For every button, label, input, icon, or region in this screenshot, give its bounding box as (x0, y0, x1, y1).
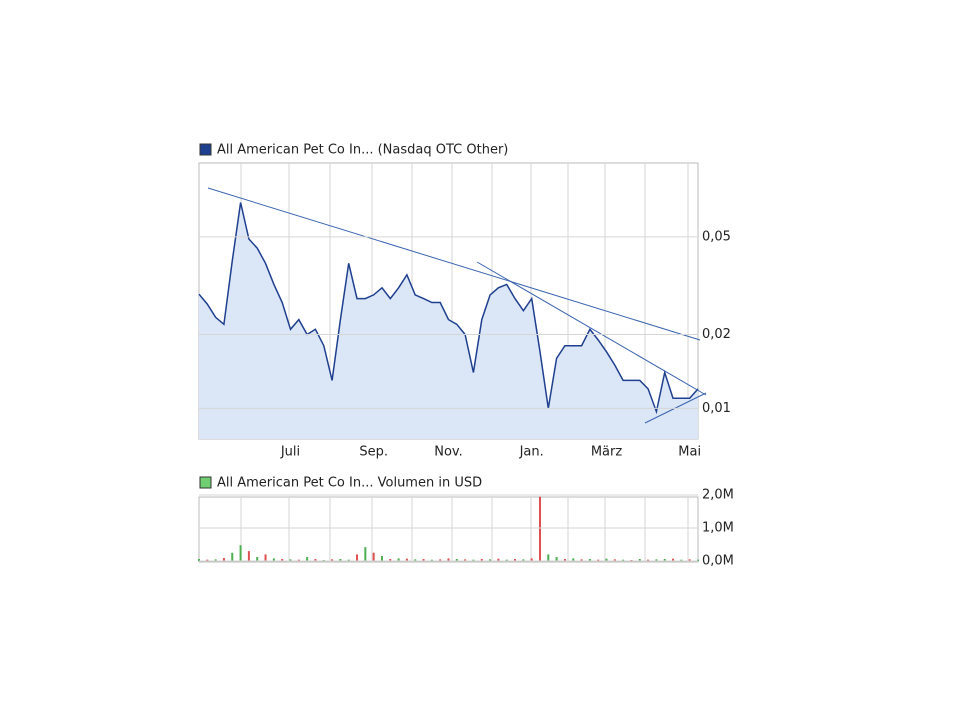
legend-swatch (199, 476, 212, 489)
volume-bar (447, 558, 450, 561)
volume-bar (422, 559, 425, 561)
x-tick-label: Jan. (519, 445, 544, 460)
legend-label: All American Pet Co In... Volumen in USD (217, 476, 482, 491)
volume-bar (389, 559, 392, 561)
volume-bar (647, 559, 650, 561)
volume-bar (314, 559, 317, 561)
volume-bar (372, 552, 375, 561)
marks (198, 202, 699, 561)
volume-bar (688, 559, 691, 561)
volume-bar (222, 558, 225, 561)
volume-bar (514, 559, 517, 561)
volume-bar (380, 556, 383, 561)
x-tick-label: Nov. (434, 445, 463, 460)
volume-bar (331, 559, 334, 561)
volume-bar (364, 547, 367, 561)
volume-bar (397, 558, 400, 561)
volume-bar (580, 559, 583, 561)
legend-swatch (199, 143, 212, 156)
volume-bar (214, 559, 217, 561)
area (199, 202, 698, 439)
volume-bar (663, 559, 666, 561)
volume-bar (414, 559, 417, 561)
y-tick-label: 0,02 (702, 327, 731, 342)
volume-bar (405, 558, 408, 561)
volume-bar (198, 559, 200, 561)
volume-bar (356, 554, 359, 561)
volume-bar (256, 557, 259, 561)
y-tick-label: 0,05 (702, 229, 731, 244)
legend-label: All American Pet Co In... (Nasdaq OTC Ot… (217, 143, 508, 158)
volume-bar (480, 559, 483, 561)
volume-bar (339, 559, 342, 561)
volume-bar (613, 559, 616, 561)
volume-bar (522, 559, 525, 561)
volume-bar (530, 558, 533, 561)
volume-bar (264, 554, 267, 561)
volume-bar (489, 559, 492, 561)
volume-bar (472, 559, 475, 561)
volume-bar (672, 558, 675, 561)
volume-bar (206, 559, 209, 561)
volume-bar (697, 559, 699, 561)
price-line (198, 202, 699, 415)
x-tick-label: März (591, 445, 623, 460)
volume-bar (547, 554, 550, 561)
volume-bar (347, 559, 350, 561)
volume-bar (281, 559, 284, 561)
volume-bar (505, 559, 508, 561)
volume-bar (605, 558, 608, 561)
volume-bar (597, 559, 600, 561)
y-tick-label: 2,0M (702, 488, 734, 503)
volume-bar (588, 559, 591, 561)
volume-bar (272, 558, 275, 561)
volume-bar (306, 557, 309, 561)
y-tick-label: 1,0M (702, 521, 734, 536)
x-tick-label: Juli (280, 445, 300, 460)
volume-frame (198, 496, 699, 563)
volume-bar (572, 558, 575, 561)
volume-bar (455, 559, 458, 561)
volume-bar (655, 559, 658, 561)
volume-bar (497, 558, 500, 561)
volume-bar (563, 559, 566, 561)
volume-bar (247, 551, 250, 561)
volume-bar (297, 559, 300, 561)
volume-bar (231, 552, 234, 561)
volume-bar (680, 559, 683, 561)
y-tick-label: 0,01 (702, 401, 731, 416)
volume-bar (439, 559, 442, 561)
volume-bar (464, 559, 467, 561)
x-tick-label: Mai (678, 445, 701, 460)
volume-bar (239, 545, 242, 561)
y-tick-label: 0,0M (702, 554, 734, 569)
volume-bar (555, 557, 558, 561)
volume-bar (622, 559, 625, 561)
volume-bar (289, 559, 292, 561)
volume-bar (430, 559, 433, 561)
volume-bar (638, 559, 641, 561)
x-tick-label: Sep. (359, 445, 388, 460)
volume-bar (538, 496, 541, 561)
